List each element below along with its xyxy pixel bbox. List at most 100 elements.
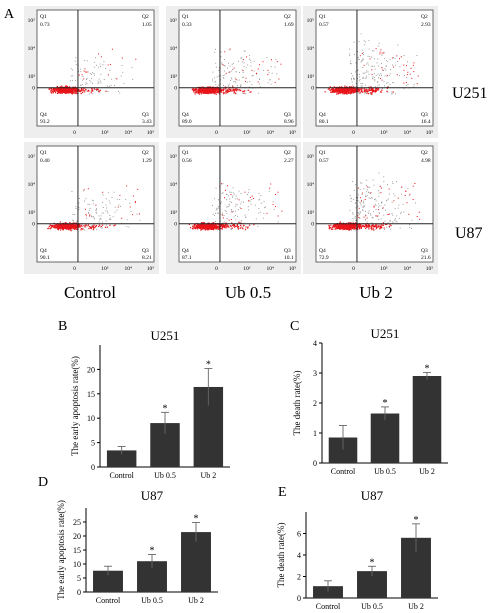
flow-event-dot — [205, 89, 207, 91]
quadrant-name-q4: Q4 — [319, 112, 326, 118]
x-tick-label: Ub 0.5 — [374, 467, 396, 476]
flow-event-dot — [220, 225, 222, 227]
flow-event-dot — [351, 89, 353, 91]
flow-event-dot — [95, 211, 97, 213]
flow-event-dot — [366, 92, 368, 94]
flow-event-dot — [216, 229, 218, 231]
flow-event-dot — [70, 227, 72, 229]
flow-event-dot — [81, 225, 83, 227]
flow-event-dot — [395, 220, 397, 222]
flow-event-dot — [266, 212, 268, 214]
flow-event-dot — [212, 71, 214, 73]
flow-x-tick-label: 10⁵ — [426, 130, 434, 136]
flow-event-dot — [69, 92, 71, 94]
flow-event-dot — [231, 227, 233, 229]
flow-event-dot — [194, 88, 196, 90]
flow-event-dot — [74, 92, 76, 94]
flow-event-dot — [353, 77, 355, 79]
flow-event-dot — [231, 222, 233, 224]
row-label-u87: U87 — [455, 225, 483, 242]
flow-event-dot — [222, 93, 225, 95]
flow-event-dot — [207, 92, 209, 94]
flow-event-dot — [399, 75, 400, 76]
flow-event-dot — [101, 227, 103, 229]
flow-event-dot — [388, 198, 389, 200]
flow-event-dot — [355, 220, 357, 222]
flow-event-dot — [236, 88, 238, 90]
flow-event-dot — [383, 181, 385, 182]
flow-event-dot — [340, 225, 342, 227]
flow-event-dot — [212, 92, 214, 94]
flow-event-dot — [349, 53, 350, 55]
flow-x-tick-label: 10⁴ — [404, 266, 412, 272]
flow-event-dot — [343, 228, 346, 230]
flow-event-dot — [378, 213, 380, 215]
flow-event-dot — [67, 224, 69, 226]
flow-event-dot — [359, 55, 361, 57]
flow-event-dot — [225, 222, 227, 224]
flow-event-dot — [386, 90, 388, 93]
flow-event-dot — [223, 224, 225, 226]
flow-event-dot — [358, 91, 360, 93]
flow-event-dot — [100, 226, 101, 228]
flow-event-dot — [233, 210, 234, 212]
flow-event-dot — [407, 71, 409, 73]
flow-event-dot — [388, 225, 390, 228]
flow-event-dot — [235, 195, 237, 197]
flow-event-dot — [233, 81, 235, 83]
flow-event-dot — [195, 89, 197, 91]
flow-event-dot — [380, 49, 382, 51]
flow-event-dot — [107, 212, 109, 214]
flow-event-dot — [209, 228, 211, 230]
flow-x-tick-label: 10⁴ — [125, 130, 133, 136]
flow-event-dot — [83, 78, 85, 80]
x-tick-label: Control — [96, 596, 121, 605]
flow-event-dot — [339, 89, 341, 92]
flow-event-dot — [367, 93, 369, 95]
flow-event-dot — [188, 223, 190, 226]
flow-event-dot — [214, 92, 216, 94]
flow-event-dot — [375, 208, 377, 210]
flow-event-dot — [357, 205, 359, 207]
flow-event-dot — [91, 216, 93, 218]
flow-event-dot — [358, 89, 360, 92]
flow-event-dot — [91, 78, 93, 79]
flow-event-dot — [369, 186, 371, 188]
flow-event-dot — [344, 226, 346, 228]
flow-x-tick-label: 0 — [215, 266, 218, 272]
flow-event-dot — [218, 228, 220, 230]
flow-event-dot — [78, 224, 80, 226]
flow-event-dot — [99, 89, 101, 92]
y-tick-label: 2 — [313, 399, 317, 408]
flow-event-dot — [59, 226, 61, 228]
flow-event-dot — [365, 227, 367, 230]
flow-event-dot — [379, 226, 381, 228]
flow-event-dot — [337, 225, 339, 227]
flow-event-dot — [371, 224, 373, 226]
quadrant-value-q2: 4.98 — [421, 158, 431, 164]
flow-event-dot — [247, 194, 248, 195]
flow-event-dot — [373, 211, 374, 213]
flow-event-dot — [366, 195, 368, 197]
flow-event-dot — [81, 91, 84, 94]
flow-event-dot — [358, 41, 360, 42]
significance-marker: * — [163, 403, 168, 414]
flow-event-dot — [63, 225, 65, 227]
flow-event-dot — [66, 225, 68, 227]
flow-event-dot — [408, 195, 410, 197]
flow-event-dot — [339, 221, 342, 223]
flow-event-dot — [231, 78, 233, 80]
flow-event-dot — [380, 73, 382, 75]
flow-event-dot — [196, 223, 198, 225]
flow-event-dot — [67, 228, 69, 230]
flow-event-dot — [204, 92, 206, 94]
flow-event-dot — [339, 228, 341, 230]
flow-event-dot — [92, 226, 94, 228]
flow-event-dot — [329, 89, 331, 91]
flow-event-dot — [207, 88, 209, 90]
flow-event-dot — [369, 56, 371, 57]
flow-event-dot — [397, 207, 399, 209]
flow-x-tick-label: 10⁴ — [267, 266, 275, 272]
flow-event-dot — [405, 82, 407, 83]
